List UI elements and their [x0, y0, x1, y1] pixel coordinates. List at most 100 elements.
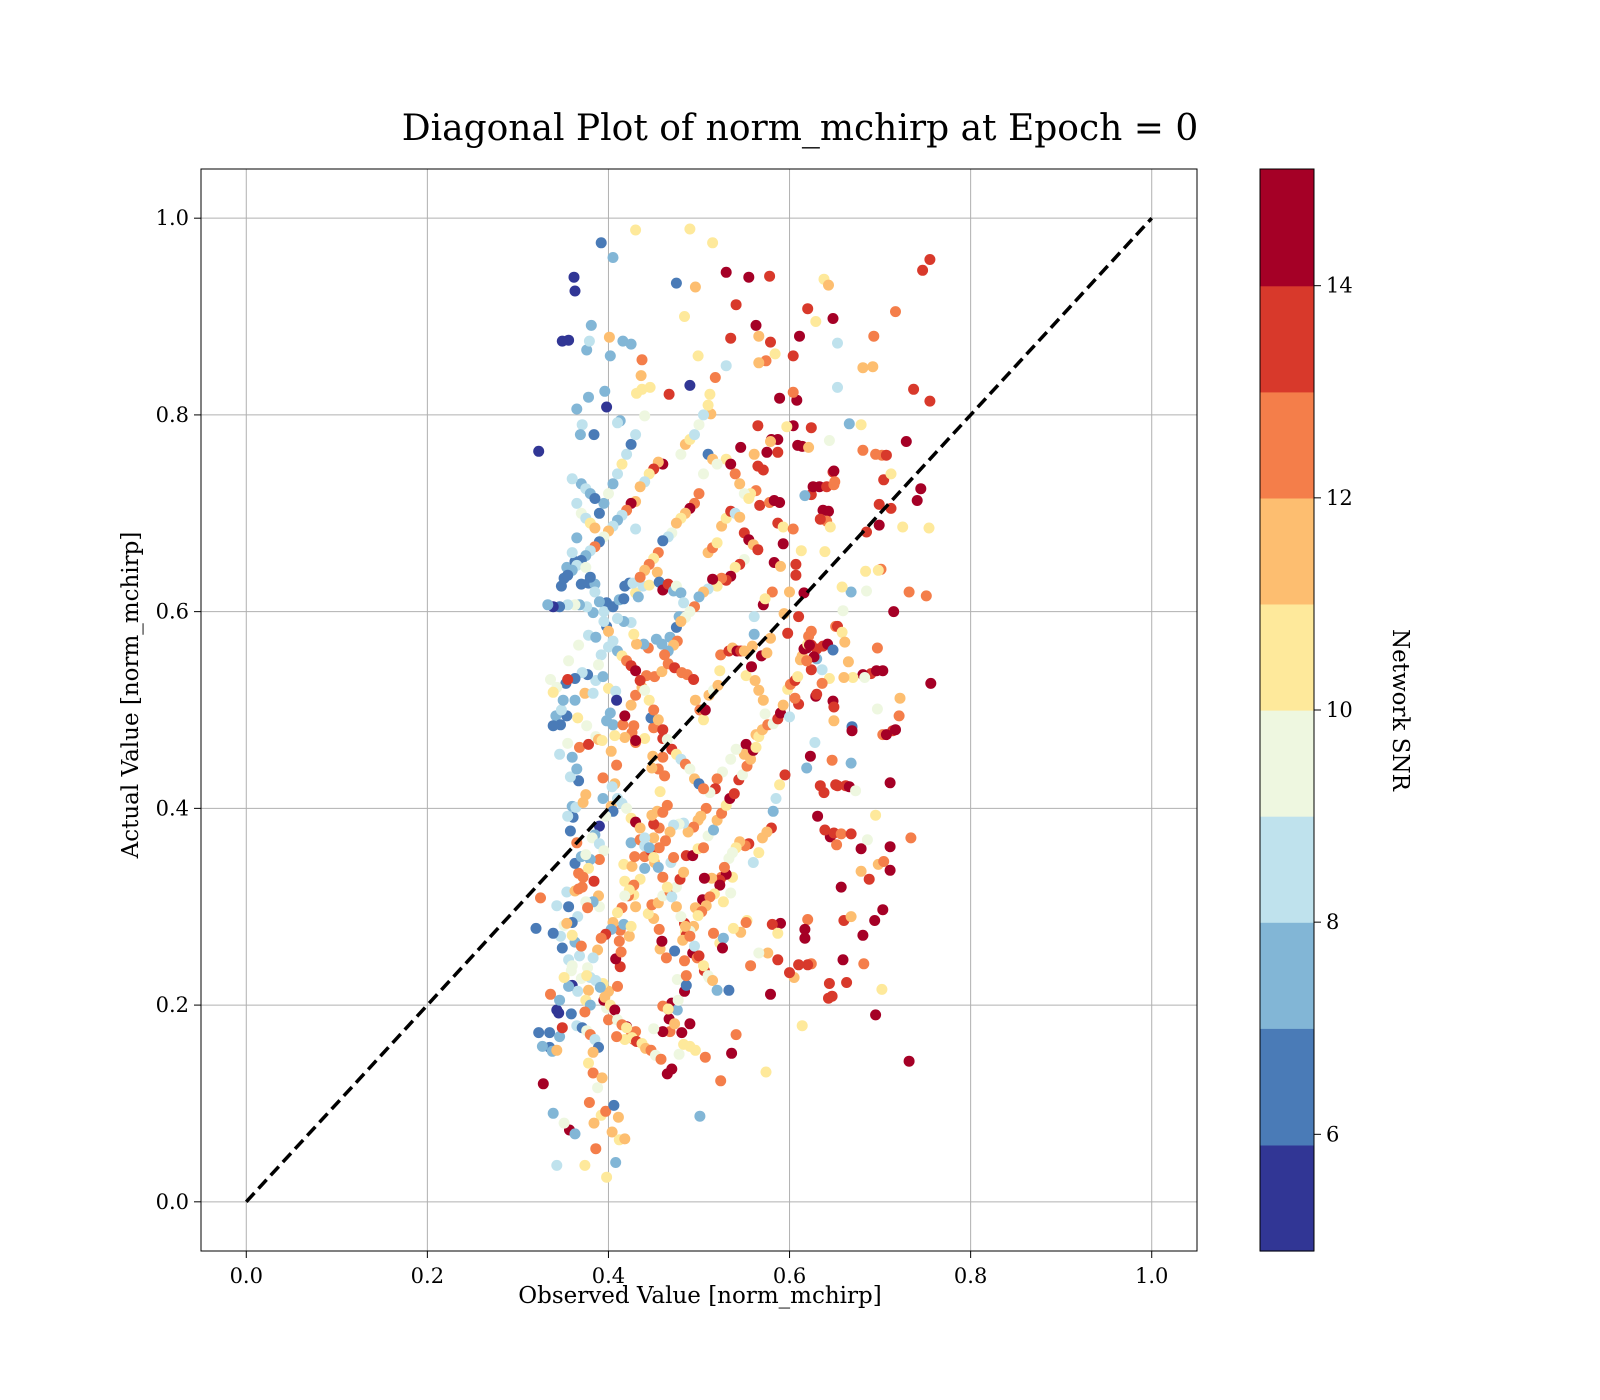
data-point — [894, 692, 906, 704]
colorbar-tick-label: 6 — [1326, 1122, 1339, 1146]
data-point — [573, 775, 585, 787]
data-point — [684, 379, 696, 391]
data-point — [698, 960, 709, 972]
data-point — [832, 337, 843, 349]
data-point — [639, 684, 651, 696]
data-point — [704, 388, 716, 400]
data-point — [684, 223, 696, 235]
data-point — [714, 879, 726, 891]
data-point — [756, 832, 768, 844]
data-point — [725, 458, 737, 470]
data-point — [643, 694, 655, 706]
data-point — [580, 849, 592, 861]
data-point — [607, 719, 619, 731]
data-point — [612, 417, 623, 429]
data-point — [692, 910, 704, 922]
data-point — [723, 853, 735, 864]
data-point — [860, 565, 872, 577]
data-point — [625, 920, 637, 932]
data-point — [917, 264, 929, 276]
data-point — [612, 980, 623, 992]
data-point — [715, 1075, 727, 1087]
data-point — [729, 468, 741, 480]
data-point — [632, 591, 644, 603]
data-point — [693, 591, 705, 603]
data-point — [698, 714, 709, 726]
data-point — [811, 688, 823, 700]
data-point — [596, 735, 608, 746]
data-point — [654, 786, 666, 798]
data-point — [569, 694, 581, 706]
data-point — [583, 1097, 595, 1108]
y-tick-label: 0.6 — [156, 600, 189, 624]
data-point — [798, 587, 810, 599]
data-point — [636, 354, 648, 366]
data-point — [762, 947, 774, 959]
data-point — [600, 1105, 612, 1117]
data-point — [718, 861, 730, 873]
data-point — [753, 847, 765, 859]
data-point — [630, 665, 642, 677]
data-point — [793, 959, 805, 971]
data-point — [698, 783, 709, 795]
data-point — [634, 822, 646, 834]
data-point — [551, 1159, 563, 1171]
data-point — [870, 1009, 882, 1021]
colorbar-segment — [1260, 391, 1314, 499]
colorbar-tick-label: 8 — [1326, 910, 1339, 934]
data-point — [612, 613, 623, 624]
data-point — [835, 828, 847, 840]
data-point — [727, 922, 739, 934]
data-point — [666, 891, 678, 903]
data-point — [837, 605, 849, 617]
data-point — [759, 593, 771, 605]
data-point — [743, 271, 755, 283]
data-point — [648, 832, 660, 844]
data-point — [842, 656, 854, 668]
data-point — [583, 862, 594, 874]
data-point — [772, 954, 784, 966]
data-point — [726, 1047, 738, 1059]
data-point — [903, 1055, 915, 1067]
data-point — [651, 566, 663, 578]
data-point — [588, 429, 600, 441]
data-point — [858, 958, 870, 970]
data-point — [740, 917, 752, 928]
data-point — [753, 357, 765, 369]
data-point — [693, 488, 705, 500]
data-point — [850, 785, 862, 797]
data-point — [630, 901, 642, 913]
data-point — [566, 751, 578, 763]
data-point — [709, 372, 721, 383]
grid-lines — [201, 169, 1197, 1251]
data-point — [720, 266, 732, 278]
data-point — [583, 738, 594, 750]
data-point — [836, 581, 848, 593]
colorbar-tick-label: 10 — [1326, 698, 1353, 722]
data-point — [761, 647, 773, 659]
data-point — [590, 1143, 602, 1155]
data-point — [819, 824, 831, 836]
data-point — [562, 737, 574, 749]
data-point — [717, 896, 729, 908]
data-point — [789, 692, 801, 704]
data-point — [908, 383, 920, 395]
data-point — [765, 988, 776, 1000]
data-point — [863, 873, 875, 885]
data-point — [542, 599, 554, 611]
data-point — [618, 593, 630, 605]
data-point — [915, 483, 927, 495]
data-point — [554, 994, 566, 1006]
data-point — [900, 436, 912, 447]
data-point — [903, 586, 915, 598]
data-point — [711, 458, 723, 470]
data-point — [669, 945, 681, 957]
data-point — [610, 685, 622, 697]
data-point — [804, 750, 816, 762]
data-point — [693, 950, 705, 962]
data-point — [594, 981, 606, 993]
data-point — [604, 350, 616, 362]
data-point — [642, 908, 654, 920]
y-tick-label: 0.0 — [156, 1190, 189, 1214]
data-point — [573, 639, 585, 651]
